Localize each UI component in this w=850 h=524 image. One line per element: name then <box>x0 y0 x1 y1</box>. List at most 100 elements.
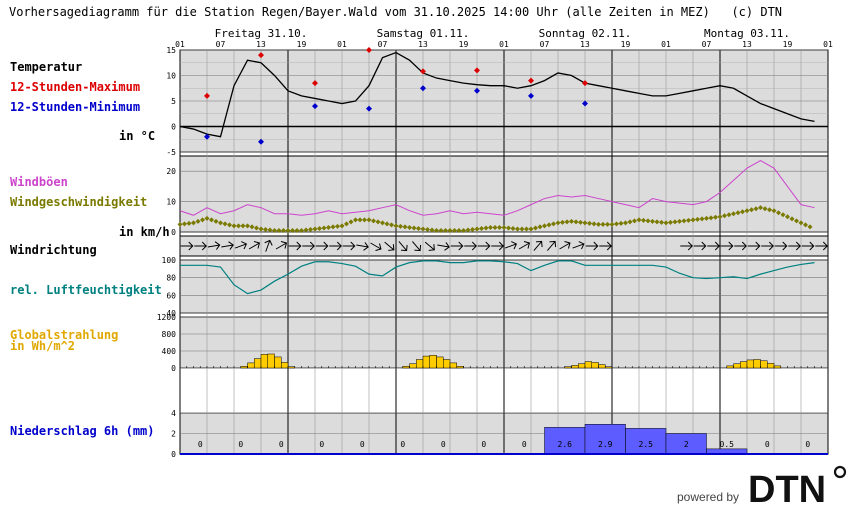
wind-speed-point <box>798 220 804 226</box>
humidity-ytick: 80 <box>166 274 176 283</box>
wind-direction-arrow <box>680 241 693 251</box>
radiation-bar <box>591 362 599 369</box>
wind-speed-point <box>317 225 322 231</box>
wind-speed-point <box>380 220 385 226</box>
hour-tick-label: 19 <box>621 40 631 49</box>
wind-direction-arrow-shape <box>275 241 288 250</box>
wind-direction-arrow <box>180 241 194 251</box>
radiation-bar <box>740 361 748 369</box>
wind-speed-point <box>596 221 601 227</box>
wind-speed-point <box>470 226 475 232</box>
radiation-bar <box>416 359 424 369</box>
hour-tick-label: 01 <box>337 40 347 49</box>
humidity-label: rel. Luftfeuchtigkeit <box>10 283 162 297</box>
wind-speed-point <box>501 224 507 230</box>
wind-speed-point <box>708 215 714 221</box>
precip-ytick: 4 <box>171 409 176 418</box>
tmax-point <box>258 52 264 59</box>
radiation-bar <box>409 363 417 369</box>
hour-tick-label: 19 <box>783 40 793 49</box>
wind-speed-point <box>195 218 201 224</box>
wind-direction-arrow <box>504 241 518 250</box>
hour-tick-label: 13 <box>256 40 266 49</box>
tmin-point <box>258 138 264 145</box>
wind-speed-point <box>573 219 579 225</box>
wind-speed-point <box>659 219 664 225</box>
wind-speed-point <box>411 225 417 231</box>
precip-value-label: 0 <box>522 440 527 449</box>
wind-speed-point <box>636 217 642 223</box>
wind-direction-arrow <box>491 241 504 251</box>
wind-direction-arrow-shape <box>194 241 207 251</box>
day-label: Freitag 31.10. <box>215 27 308 40</box>
tmin-label: 12-Stunden-Minimum <box>10 100 141 114</box>
wind-direction-arrow <box>342 241 356 251</box>
wind-speed-point <box>533 225 538 231</box>
radiation-bar <box>564 366 572 369</box>
wind-speed-point <box>519 226 525 232</box>
wind-speed-point <box>641 217 646 223</box>
wind-direction-arrow-shape <box>559 241 571 250</box>
wind-direction-arrow-shape <box>707 241 720 251</box>
wind-speed-point <box>510 225 516 231</box>
wind-speed-point <box>632 218 637 224</box>
wind-speed-point <box>488 224 493 230</box>
wind-speed-point <box>515 226 520 232</box>
wind-speed-point <box>177 221 183 227</box>
wind-speed-point <box>254 225 259 231</box>
wind-direction-arrow <box>275 241 288 250</box>
radiation-bar <box>605 366 613 369</box>
wind-speed-point <box>542 223 547 229</box>
radiation-bar <box>402 366 410 369</box>
wind-speed-point <box>479 225 484 231</box>
wind-speed-point <box>402 224 408 230</box>
wind-direction-arrow <box>585 241 599 251</box>
wind-direction-arrow <box>315 241 329 251</box>
wind-speed-point <box>294 227 300 233</box>
wind-speed-point <box>722 213 727 219</box>
humidity-ytick: 60 <box>166 291 176 300</box>
wind-speed-point <box>726 212 732 218</box>
wind-speed-point <box>492 224 498 230</box>
temp-ytick: 10 <box>166 72 176 81</box>
gust-label: Windböen <box>10 175 68 189</box>
wind-speed-point <box>695 216 700 222</box>
day-label: Sonntag 02.11. <box>539 27 632 40</box>
wind-direction-arrow <box>693 241 707 251</box>
wind-unit: in km/h <box>119 225 170 239</box>
wind-direction-arrow-shape <box>518 241 531 250</box>
hour-tick-label: 19 <box>297 40 307 49</box>
wind-direction-arrow-shape <box>264 239 273 252</box>
radiation-bar <box>274 356 282 369</box>
radiation-bar <box>240 366 248 369</box>
radiation-bar <box>760 360 768 369</box>
wind-speed-point <box>299 227 304 233</box>
precip-value-label: 0 <box>805 440 810 449</box>
wind-speed-point <box>753 206 759 212</box>
wind-speed-point <box>272 227 277 233</box>
hour-tick-label: 01 <box>823 40 833 49</box>
wind-direction-arrow-shape <box>693 241 707 251</box>
hour-tick-label: 01 <box>175 40 185 49</box>
wind-direction-arrow <box>207 241 221 250</box>
wind-speed-point <box>209 217 214 223</box>
wind-speed-point <box>393 223 399 229</box>
wind-speed-point <box>461 227 466 233</box>
precip-value-label: 2.9 <box>598 440 613 449</box>
wind-speed-point <box>425 226 430 232</box>
wind-speed-point <box>686 217 691 223</box>
wind-direction-arrow <box>815 241 828 251</box>
tmin-point <box>582 100 588 107</box>
hour-tick-label: 07 <box>216 40 226 49</box>
wind-speed-point <box>650 218 655 224</box>
wind-direction-arrow-shape <box>734 241 747 251</box>
radiation-bar <box>260 354 268 369</box>
radiation-bar <box>287 366 295 369</box>
wind-direction-arrow <box>264 239 273 252</box>
wind-speed-point <box>249 224 255 230</box>
precip-ytick: 2 <box>171 430 176 439</box>
powered-by-text: powered by <box>677 490 740 504</box>
wind-direction-arrow <box>248 241 261 250</box>
wind-speed-point <box>236 223 241 229</box>
wind-direction-arrow-shape <box>815 241 828 251</box>
